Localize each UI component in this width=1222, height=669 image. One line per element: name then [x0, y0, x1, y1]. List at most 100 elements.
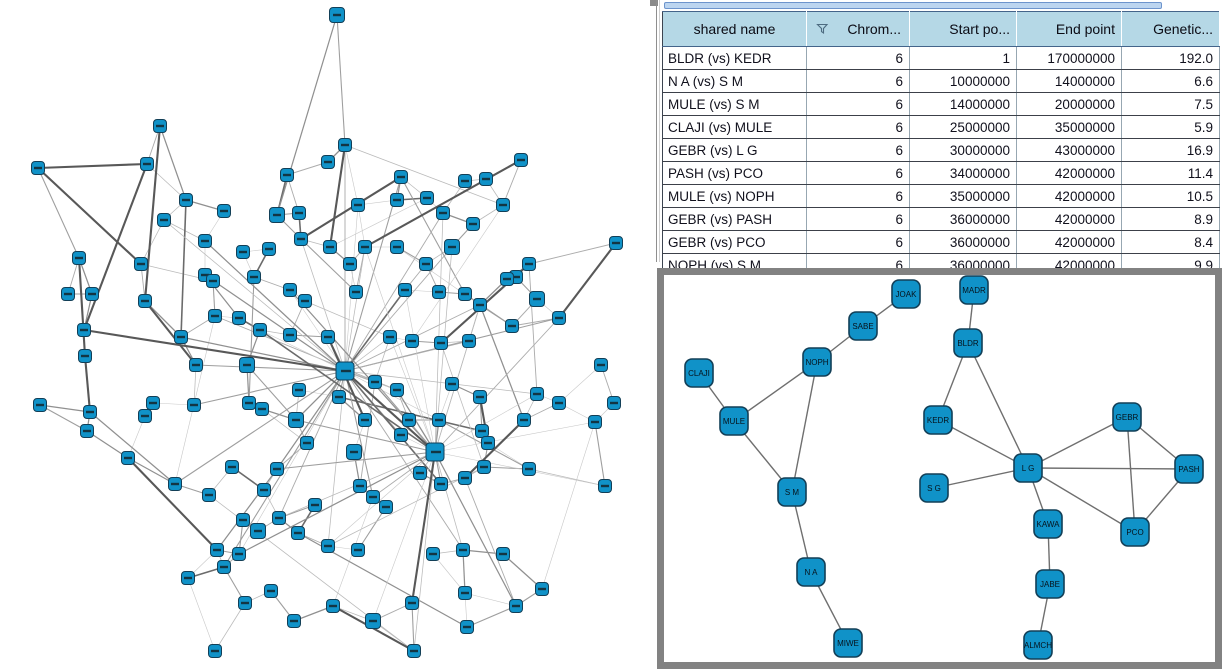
- network-edge: [144, 300, 197, 366]
- network-edge: [216, 468, 278, 551]
- subnetwork-svg[interactable]: JOAK SABE NOPH CLAJI MULE S M N A MIWE MADR BLDR K…: [664, 275, 1215, 662]
- table-row[interactable]: CLAJI (vs) MULE 6 25000000 35000000 5.9: [662, 115, 1220, 139]
- network-edge: [791, 361, 818, 493]
- network-edge: [127, 457, 218, 551]
- node-label-mark: [213, 548, 221, 552]
- node-label-mark: [386, 335, 394, 339]
- network-node[interactable]: [953, 328, 983, 358]
- table-row[interactable]: N A (vs) S M 6 10000000 14000000 6.6: [662, 69, 1220, 93]
- network-edge: [541, 421, 596, 590]
- network-edge: [372, 451, 436, 498]
- node-label-mark: [34, 166, 42, 170]
- node-label-mark: [612, 241, 620, 245]
- table-cell: 35000000: [1016, 115, 1122, 139]
- table-row[interactable]: PASH (vs) PCO 6 34000000 42000000 11.4: [662, 161, 1220, 185]
- node-label-mark: [397, 433, 405, 437]
- table-cell: N A (vs) S M: [662, 69, 807, 93]
- table-row[interactable]: MULE (vs) S M 6 14000000 20000000 7.5: [662, 92, 1220, 116]
- node-label-mark: [283, 173, 291, 177]
- panel-divider: [659, 0, 660, 262]
- network-edge: [259, 329, 346, 372]
- network-node[interactable]: [1023, 630, 1053, 660]
- network-edge: [466, 605, 517, 628]
- subnetwork-panel[interactable]: JOAK SABE NOPH CLAJI MULE S M N A MIWE MADR BLDR K…: [657, 268, 1222, 669]
- column-header-3[interactable]: End point: [1016, 11, 1122, 47]
- network-edge: [300, 238, 357, 293]
- node-label-mark: [250, 275, 258, 279]
- table-body: BLDR (vs) KEDR 6 1 170000000 192.0 N A (vs) S…: [662, 46, 1220, 277]
- node-label-mark: [361, 418, 369, 422]
- network-edge: [440, 342, 485, 468]
- node-label-mark: [156, 124, 164, 128]
- node-label-mark: [448, 245, 456, 249]
- column-header-1[interactable]: Chrom...: [806, 11, 910, 47]
- network-node[interactable]: [796, 557, 826, 587]
- table-cell: 34000000: [909, 161, 1017, 185]
- subnetwork-node-label: MADR: [962, 286, 986, 295]
- network-edge: [933, 467, 1029, 489]
- network-node[interactable]: [919, 473, 949, 503]
- network-edge: [143, 125, 162, 302]
- table-row[interactable]: GEBR (vs) PASH 6 36000000 42000000 8.9: [662, 207, 1220, 231]
- table-row[interactable]: GEBR (vs) L G 6 30000000 43000000 16.9: [662, 138, 1220, 162]
- table-cell: 36000000: [909, 230, 1017, 254]
- node-label-mark: [393, 245, 401, 249]
- table-cell: 6: [806, 115, 910, 139]
- node-label-mark: [435, 418, 443, 422]
- table-panel: shared name Chrom... Start po... End point G…: [650, 0, 1222, 277]
- network-node[interactable]: [719, 406, 749, 436]
- network-node[interactable]: [848, 311, 878, 341]
- node-label-mark: [512, 275, 520, 279]
- node-label-mark: [401, 288, 409, 292]
- network-edge: [344, 144, 504, 206]
- network-node[interactable]: [1013, 453, 1043, 483]
- table-cell: 8.4: [1121, 230, 1220, 254]
- node-label-mark: [141, 299, 149, 303]
- subnetwork-node-label: GEBR: [1116, 413, 1139, 422]
- node-label-mark: [459, 548, 467, 552]
- network-edge: [180, 336, 346, 372]
- network-edge: [359, 381, 376, 487]
- network-node[interactable]: [684, 358, 714, 388]
- network-edge: [344, 144, 359, 206]
- table-row[interactable]: GEBR (vs) PCO 6 36000000 42000000 8.4: [662, 230, 1220, 254]
- network-node[interactable]: [1120, 517, 1150, 547]
- main-network-svg[interactable]: [0, 0, 655, 669]
- network-overview-panel[interactable]: [0, 0, 655, 669]
- network-edge: [1027, 467, 1190, 470]
- network-node[interactable]: [802, 347, 832, 377]
- network-edge: [558, 364, 602, 404]
- network-node[interactable]: [1035, 569, 1065, 599]
- network-node[interactable]: [777, 477, 807, 507]
- table-cell: 6: [806, 230, 910, 254]
- node-label-mark: [499, 552, 507, 556]
- network-edge: [374, 336, 391, 383]
- network-node[interactable]: [959, 275, 989, 305]
- network-node[interactable]: [1112, 402, 1142, 432]
- network-node[interactable]: [833, 628, 863, 658]
- table-row[interactable]: BLDR (vs) KEDR 6 1 170000000 192.0: [662, 46, 1220, 70]
- table-cell: 14000000: [1016, 69, 1122, 93]
- node-label-mark: [211, 314, 219, 318]
- node-label-mark: [465, 339, 473, 343]
- node-label-mark: [192, 363, 200, 367]
- column-header-4[interactable]: Genetic...: [1121, 11, 1220, 47]
- network-edge: [344, 370, 442, 485]
- network-node[interactable]: [891, 279, 921, 309]
- table-row[interactable]: MULE (vs) NOPH 6 35000000 42000000 10.5: [662, 184, 1220, 208]
- tab-bar-fragment: [664, 2, 1162, 9]
- network-node[interactable]: [1174, 454, 1204, 484]
- column-header-2[interactable]: Start po...: [909, 11, 1017, 47]
- subnetwork-node-label: MIWE: [837, 639, 859, 648]
- network-node[interactable]: [923, 405, 953, 435]
- node-label-mark: [177, 335, 185, 339]
- node-label-mark: [239, 518, 247, 522]
- network-node[interactable]: [1033, 509, 1063, 539]
- network-edge: [276, 451, 436, 470]
- subnetwork-node-label: KEDR: [927, 416, 949, 425]
- node-label-mark: [220, 565, 228, 569]
- node-label-mark: [292, 418, 300, 422]
- column-header-0[interactable]: shared name: [662, 11, 807, 47]
- node-label-mark: [484, 441, 492, 445]
- network-edge: [295, 419, 436, 453]
